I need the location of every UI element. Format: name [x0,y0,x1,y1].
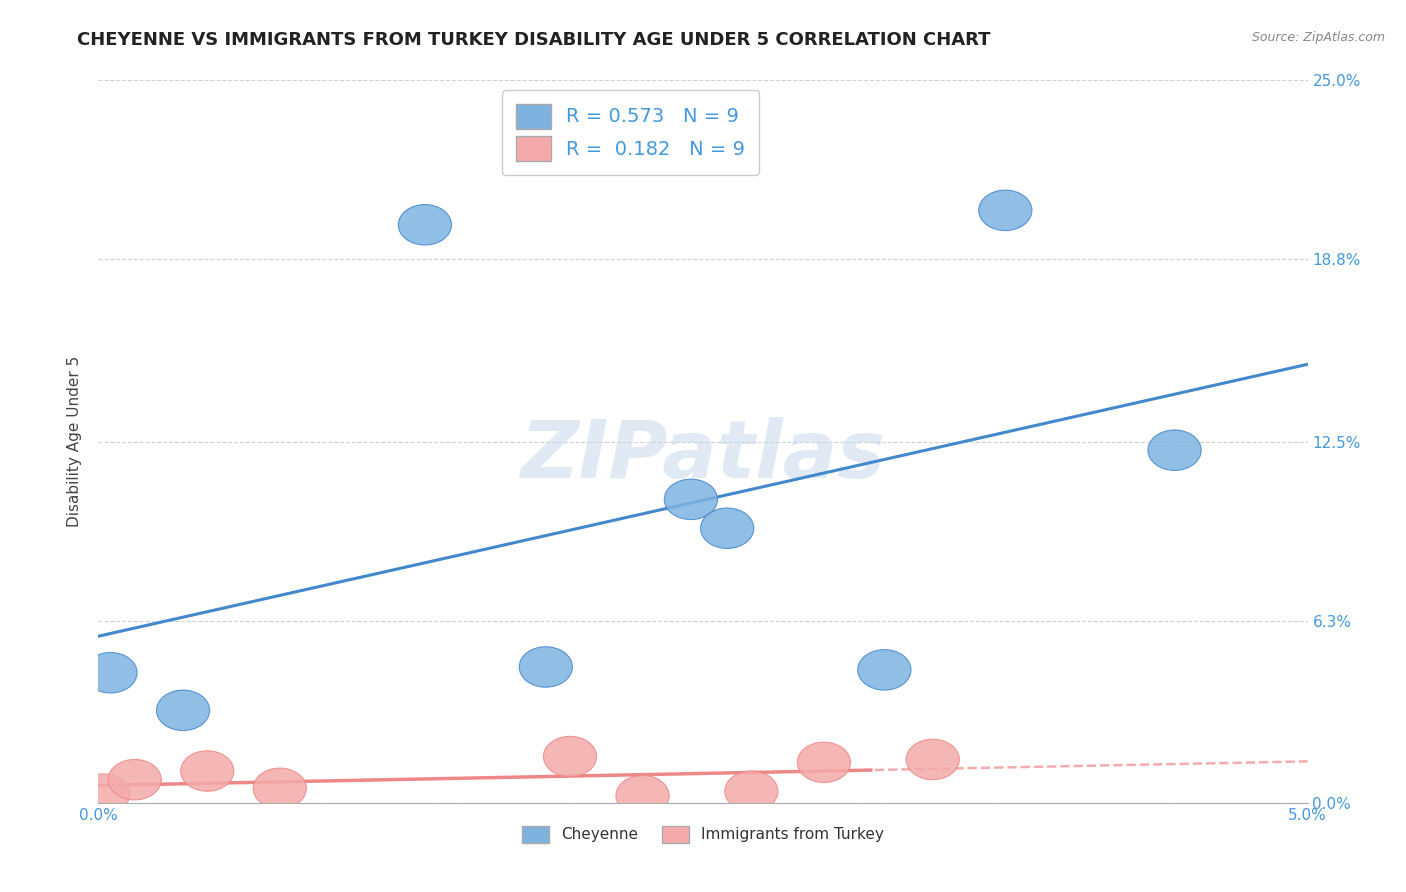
Ellipse shape [616,775,669,816]
Legend: Cheyenne, Immigrants from Turkey: Cheyenne, Immigrants from Turkey [516,820,890,849]
Ellipse shape [979,190,1032,230]
Ellipse shape [1147,430,1201,470]
Ellipse shape [253,768,307,808]
Ellipse shape [77,774,129,814]
Ellipse shape [84,653,138,693]
Ellipse shape [700,508,754,549]
Ellipse shape [797,742,851,782]
Text: Source: ZipAtlas.com: Source: ZipAtlas.com [1251,31,1385,45]
Ellipse shape [664,479,717,519]
Ellipse shape [905,739,959,780]
Y-axis label: Disability Age Under 5: Disability Age Under 5 [67,356,83,527]
Ellipse shape [156,690,209,731]
Ellipse shape [519,647,572,687]
Ellipse shape [180,751,233,791]
Ellipse shape [543,736,596,777]
Ellipse shape [858,649,911,690]
Text: ZIPatlas: ZIPatlas [520,417,886,495]
Text: CHEYENNE VS IMMIGRANTS FROM TURKEY DISABILITY AGE UNDER 5 CORRELATION CHART: CHEYENNE VS IMMIGRANTS FROM TURKEY DISAB… [77,31,991,49]
Ellipse shape [724,771,778,812]
Ellipse shape [398,204,451,245]
Ellipse shape [108,759,162,800]
